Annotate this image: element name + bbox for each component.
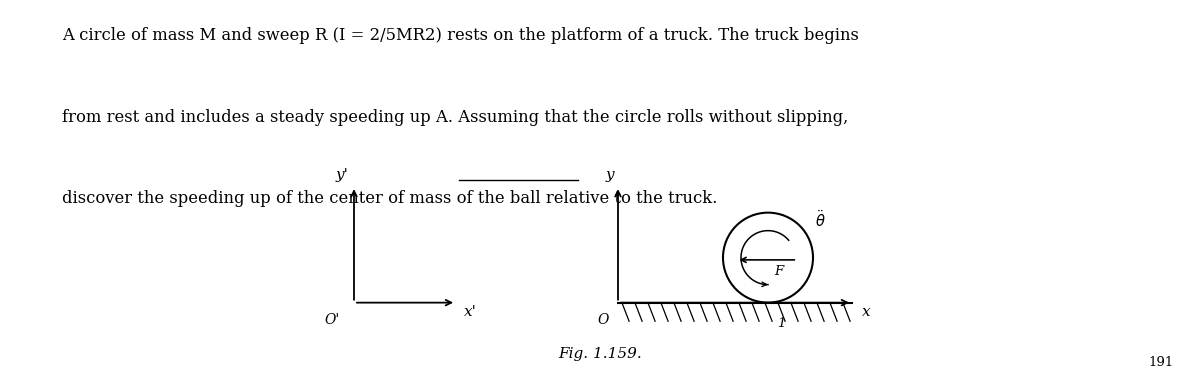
Text: from rest and includes a steady speeding up A. Assuming that the circle rolls wi: from rest and includes a steady speeding…: [62, 109, 848, 126]
Text: A circle of mass M and sweep R (I = 2/5MR2) rests on the platform of a truck. Th: A circle of mass M and sweep R (I = 2/5M…: [62, 27, 859, 44]
Text: x: x: [862, 305, 871, 319]
Text: 191: 191: [1148, 355, 1174, 369]
Text: O: O: [598, 313, 610, 327]
Text: discover the speeding up of the center of mass of the ball relative to the truck: discover the speeding up of the center o…: [62, 190, 718, 207]
Text: x': x': [464, 305, 476, 319]
Text: O': O': [325, 313, 340, 327]
Text: y': y': [336, 168, 348, 182]
Text: y: y: [605, 168, 614, 182]
Text: F: F: [775, 265, 784, 278]
Text: Fig. 1.159.: Fig. 1.159.: [558, 347, 642, 361]
Text: 1: 1: [778, 317, 786, 331]
Text: $\ddot{\theta}$: $\ddot{\theta}$: [815, 209, 826, 230]
